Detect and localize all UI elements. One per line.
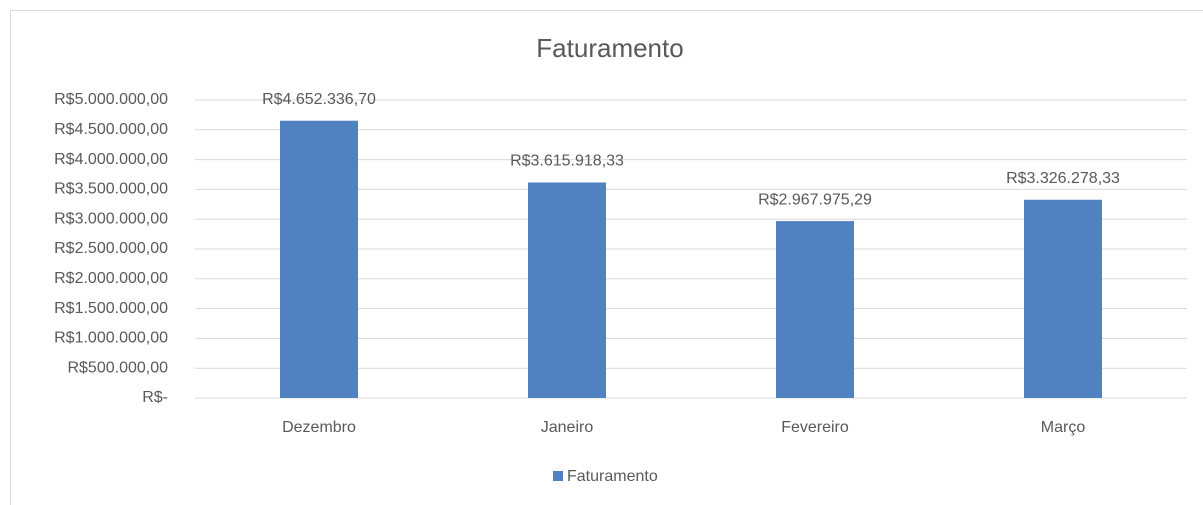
data-label: R$3.326.278,33: [1006, 170, 1120, 187]
y-tick-label: R$-: [142, 389, 168, 406]
y-tick-label: R$500.000,00: [67, 359, 168, 376]
bar: [528, 182, 606, 398]
bar: [280, 120, 358, 398]
y-tick-label: R$3.000.000,00: [54, 210, 168, 227]
y-tick-label: R$2.500.000,00: [54, 240, 168, 257]
y-tick-label: R$1.000.000,00: [54, 330, 168, 347]
bar: [776, 221, 854, 398]
y-tick-label: R$3.500.000,00: [54, 181, 168, 198]
y-tick-label: R$5.000.000,00: [54, 91, 168, 108]
legend-swatch: [553, 471, 563, 481]
x-tick-label: Dezembro: [282, 419, 356, 436]
data-label: R$2.967.975,29: [758, 191, 872, 208]
x-tick-label: Fevereiro: [781, 419, 849, 436]
chart-title: Faturamento: [536, 33, 683, 63]
data-label: R$3.615.918,33: [510, 153, 624, 170]
bar: [1024, 199, 1102, 398]
x-tick-label: Março: [1041, 419, 1086, 436]
legend-label: Faturamento: [567, 468, 658, 485]
x-tick-label: Janeiro: [541, 419, 594, 436]
data-label: R$4.652.336,70: [262, 91, 376, 108]
y-tick-label: R$1.500.000,00: [54, 300, 168, 317]
y-tick-label: R$4.000.000,00: [54, 151, 168, 168]
y-tick-label: R$2.000.000,00: [54, 270, 168, 287]
y-tick-label: R$4.500.000,00: [54, 121, 168, 138]
chart-border: [10, 10, 1203, 505]
